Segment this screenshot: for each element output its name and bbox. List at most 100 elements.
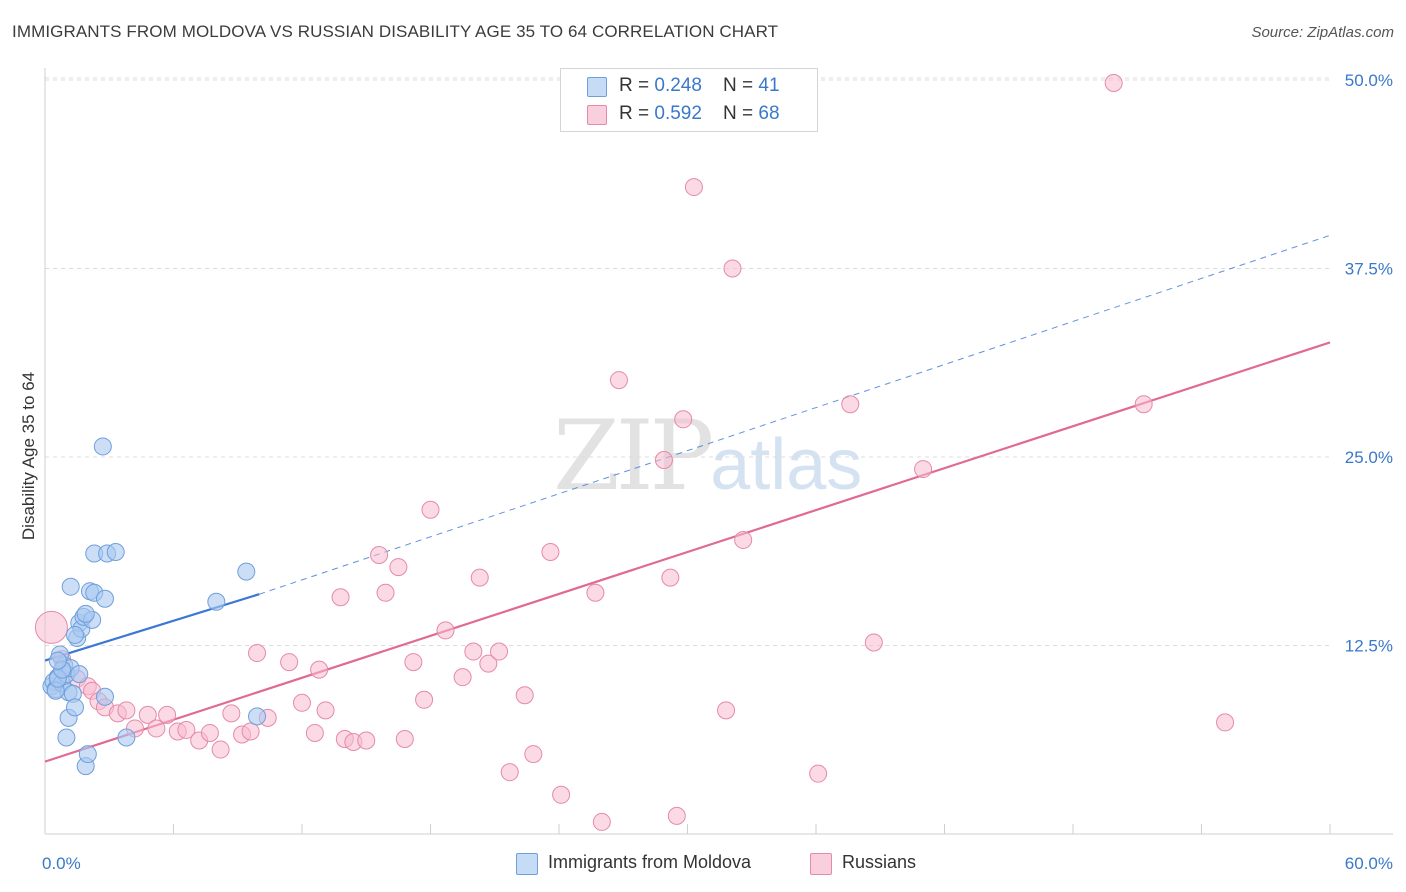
point-moldova [207,592,226,611]
point-russians [280,653,299,672]
bottom-legend-label-moldova: Immigrants from Moldova [548,852,752,872]
legend-swatch-moldova [587,77,607,97]
legend-r-label: R = [619,103,655,124]
point-moldova [70,665,89,684]
y-tick-label: 37.5% [1345,260,1393,279]
point-russians [436,621,455,640]
point-russians [552,785,571,804]
bottom-legend-swatch-moldova [516,853,538,875]
tick-labels: 12.5% 25.0% 37.5% 50.0% 0.0% 60.0% [42,71,1393,873]
legend-r-label: R = [619,75,655,96]
y-tick-label: 25.0% [1345,448,1393,467]
trend-line-moldova-extrapolated [259,234,1331,595]
point-russians [310,660,329,679]
point-russians [158,705,177,724]
point-russians [211,740,230,759]
point-moldova [78,745,97,764]
point-russians [717,701,736,720]
point-russians [841,395,860,414]
bottom-legend-label-russians: Russians [842,852,917,872]
point-moldova [48,651,67,670]
point-russians [864,633,883,652]
point-russians [684,178,703,197]
point-russians [305,723,324,742]
point-russians [914,460,933,479]
point-russians [479,654,498,673]
axes [44,68,1393,835]
point-moldova [61,577,80,596]
point-russians [370,546,389,565]
source-label: Source: ZipAtlas.com [1251,24,1394,41]
point-moldova [117,728,136,747]
trend-lines [44,234,1331,763]
point-russians [490,642,509,661]
point-russians [592,812,611,831]
bottom-legend-swatch-russians [810,853,832,875]
point-russians [809,764,828,783]
point-russians [723,259,742,278]
legend-n-label: N = [723,103,759,124]
point-russians [404,653,423,672]
point-russians [654,451,673,470]
grid-lines [45,77,1330,646]
point-russians [34,610,68,644]
legend-n-value-moldova: 41 [758,75,780,96]
point-russians [421,500,440,519]
correlation-legend: R = 0.248 N = 41 R = 0.592 N = 68 [560,68,818,132]
point-russians [1134,395,1153,414]
y-tick-label: 50.0% [1345,71,1393,90]
x-tick-label-max: 60.0% [1345,854,1393,873]
point-moldova [237,562,256,581]
point-russians [316,701,335,720]
trend-line-russians [44,341,1331,763]
point-moldova [106,543,125,562]
point-moldova [65,698,84,717]
point-russians [1216,713,1235,732]
point-russians [248,644,267,663]
point-russians [586,583,605,602]
point-russians [177,720,196,739]
point-russians [241,722,260,741]
point-russians [331,588,350,607]
point-russians [515,686,534,705]
point-moldova [76,604,95,623]
point-russians [395,729,414,748]
point-russians [734,530,753,549]
legend-swatch-russians [587,105,607,125]
point-moldova [57,728,76,747]
point-russians [667,806,686,825]
x-tick-label-min: 0.0% [42,854,81,873]
point-russians [376,583,395,602]
chart-title: IMMIGRANTS FROM MOLDOVA VS RUSSIAN DISAB… [12,22,779,41]
watermark-atlas: atlas [710,425,863,505]
point-russians [138,705,157,724]
data-points [34,74,1235,831]
point-russians [415,690,434,709]
point-russians [147,719,166,738]
point-russians [357,731,376,750]
y-axis-label: Disability Age 35 to 64 [19,372,38,540]
point-russians [222,704,241,723]
point-russians [464,642,483,661]
point-russians [609,371,628,390]
point-russians [661,568,680,587]
point-russians [1104,74,1123,93]
point-russians [293,693,311,712]
point-moldova [248,707,267,726]
point-russians [389,558,408,577]
y-tick-label: 12.5% [1345,637,1393,656]
point-russians [470,568,489,587]
point-russians [200,723,219,742]
legend-r-value-moldova: 0.248 [654,75,702,96]
legend-r-value-russians: 0.592 [654,103,702,124]
legend-n-label: N = [723,75,759,96]
point-moldova [95,687,114,706]
point-russians [541,543,560,562]
point-russians [674,410,693,429]
legend-n-value-russians: 68 [758,103,780,124]
point-russians [500,763,519,782]
point-russians [453,668,472,687]
point-moldova [65,625,84,644]
point-moldova [95,589,114,608]
